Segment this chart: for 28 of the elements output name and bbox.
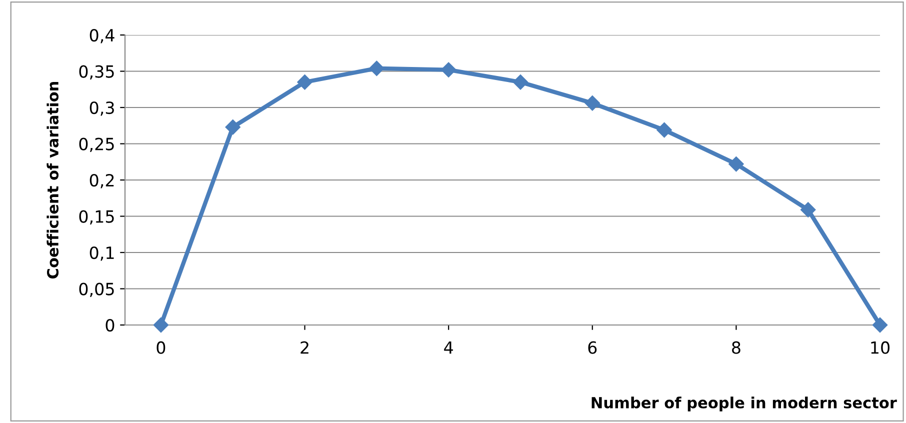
point (656, 122, 672, 138)
y-tick-label: 0,15 (79, 210, 114, 225)
x-tick-label: 4 (444, 341, 453, 354)
x-tick-label: 8 (732, 341, 740, 354)
point (800, 202, 816, 218)
point (441, 62, 456, 78)
y-tick-label: 0,25 (79, 138, 114, 152)
y-tick-label: 0 (106, 318, 114, 332)
point (297, 74, 312, 90)
x-tick-label: 6 (588, 341, 597, 354)
x-tick-label: 2 (300, 341, 308, 354)
point (225, 120, 240, 135)
y-tick-label: 0,4 (90, 28, 114, 44)
point (584, 96, 600, 111)
y-tick-label: 0,3 (90, 101, 114, 116)
x-tick-label: 10 (871, 341, 890, 354)
y-tick-label: 0,1 (90, 246, 114, 261)
point (872, 317, 888, 333)
point (512, 74, 528, 90)
point (369, 60, 384, 76)
y-axis-title: Coefficient of variation (46, 82, 59, 278)
point (728, 156, 744, 172)
y-tick-label: 0,2 (90, 174, 114, 188)
y-tick-label: 0,35 (79, 65, 114, 80)
point (153, 317, 169, 333)
x-tick-label: 0 (156, 341, 166, 354)
x-axis-title: Number of people in modern sector (592, 396, 897, 412)
y-tick-label: 0,05 (79, 282, 114, 298)
